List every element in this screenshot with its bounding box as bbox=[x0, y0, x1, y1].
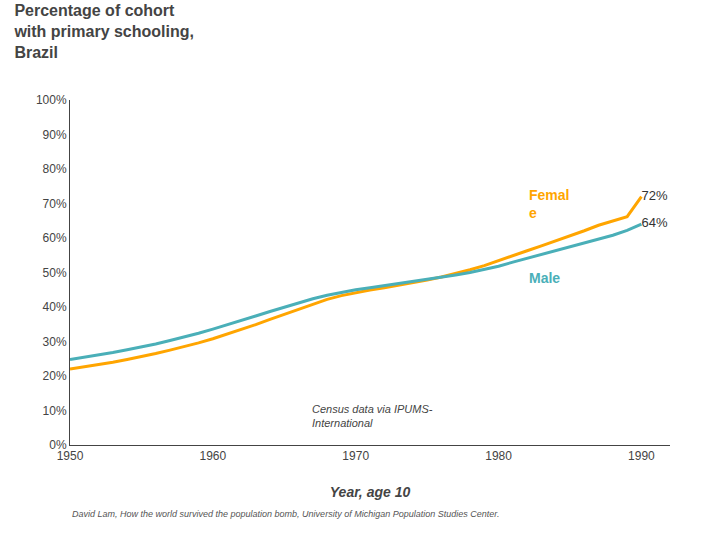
svg-text:50%: 50% bbox=[43, 266, 67, 280]
svg-text:Female: Female bbox=[529, 187, 569, 221]
svg-text:0%: 0% bbox=[49, 438, 67, 452]
svg-text:Census data via IPUMS-Internat: Census data via IPUMS-International bbox=[312, 403, 433, 429]
svg-text:70%: 70% bbox=[43, 197, 67, 211]
svg-text:Male: Male bbox=[529, 270, 560, 286]
svg-text:Year, age 10: Year, age 10 bbox=[330, 484, 411, 500]
svg-text:10%: 10% bbox=[43, 404, 67, 418]
svg-text:64%: 64% bbox=[641, 215, 667, 230]
svg-text:30%: 30% bbox=[43, 335, 67, 349]
svg-text:60%: 60% bbox=[43, 231, 67, 245]
svg-text:40%: 40% bbox=[43, 300, 67, 314]
svg-text:100%: 100% bbox=[36, 93, 67, 107]
svg-text:90%: 90% bbox=[43, 128, 67, 142]
svg-text:1970: 1970 bbox=[342, 449, 369, 463]
svg-text:80%: 80% bbox=[43, 162, 67, 176]
svg-text:1990: 1990 bbox=[628, 449, 655, 463]
svg-text:1960: 1960 bbox=[200, 449, 227, 463]
svg-text:72%: 72% bbox=[641, 188, 667, 203]
svg-text:1980: 1980 bbox=[485, 449, 512, 463]
svg-text:Percentage of cohortwith prima: Percentage of cohortwith primary schooli… bbox=[13, 2, 194, 61]
svg-text:1950: 1950 bbox=[57, 449, 84, 463]
svg-text:20%: 20% bbox=[43, 369, 67, 383]
svg-text:David Lam, How the world survi: David Lam, How the world survived the po… bbox=[72, 509, 499, 519]
